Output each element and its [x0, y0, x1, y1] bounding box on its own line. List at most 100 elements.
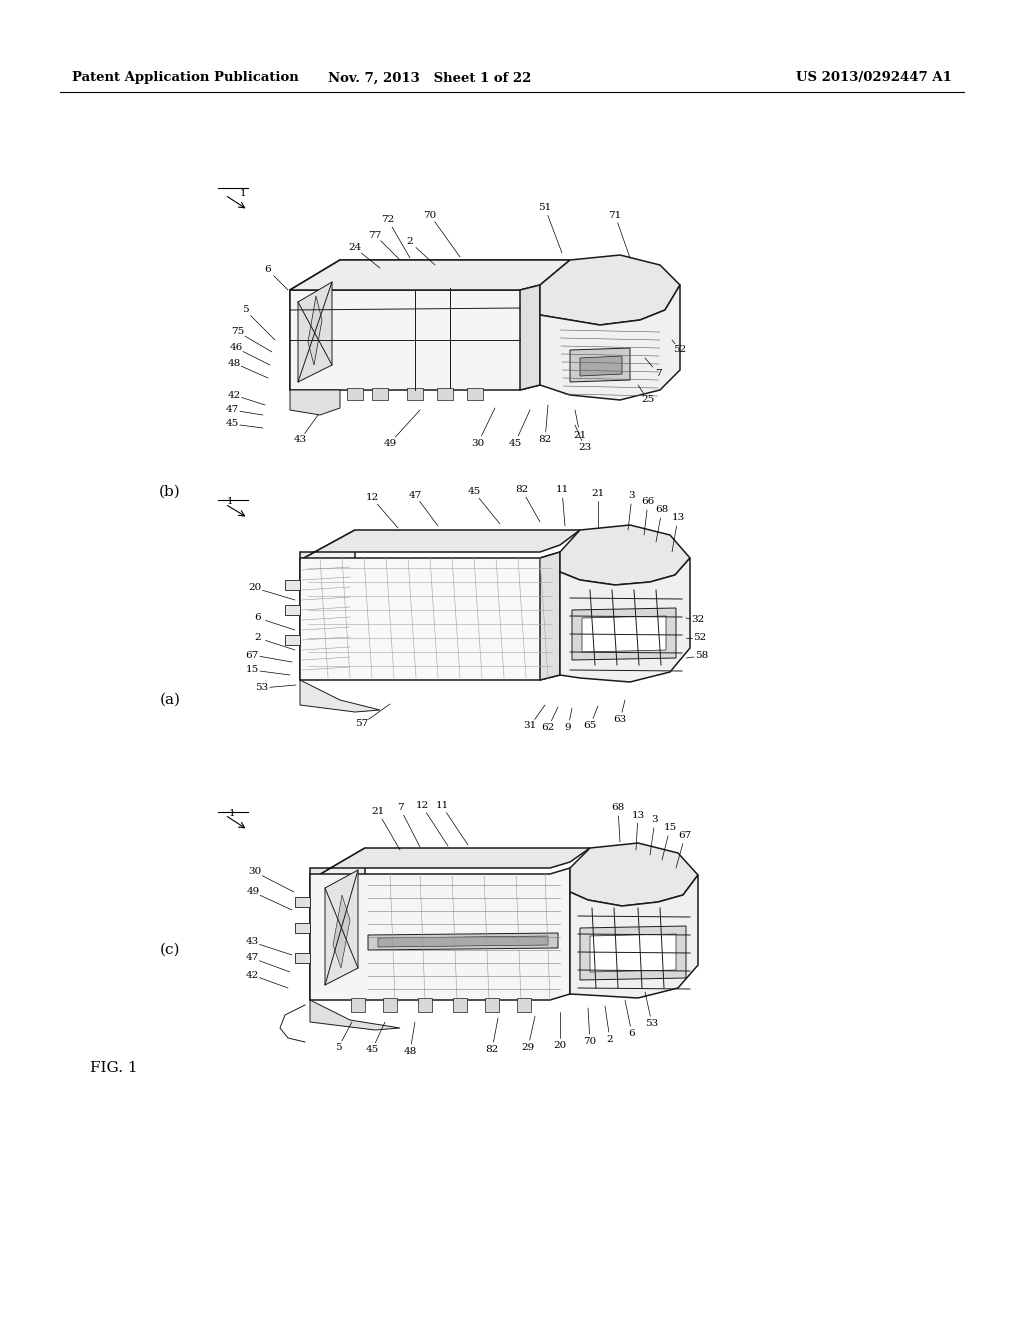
Polygon shape	[295, 953, 310, 964]
Polygon shape	[300, 531, 580, 560]
Polygon shape	[295, 923, 310, 933]
Text: 5: 5	[242, 305, 248, 314]
Text: 13: 13	[672, 513, 685, 523]
Text: 65: 65	[584, 722, 597, 730]
Text: 29: 29	[521, 1044, 535, 1052]
Polygon shape	[580, 927, 686, 979]
Polygon shape	[300, 552, 560, 680]
Text: 7: 7	[396, 804, 403, 813]
Text: 72: 72	[381, 215, 394, 224]
Polygon shape	[570, 875, 698, 998]
Polygon shape	[540, 285, 680, 400]
Text: FIG. 1: FIG. 1	[90, 1061, 137, 1074]
Polygon shape	[347, 388, 362, 400]
Polygon shape	[290, 260, 570, 290]
Polygon shape	[570, 348, 630, 381]
Polygon shape	[290, 285, 540, 389]
Polygon shape	[290, 260, 570, 290]
Text: 82: 82	[485, 1045, 499, 1055]
Text: 45: 45	[366, 1045, 379, 1055]
Polygon shape	[285, 579, 300, 590]
Text: (b): (b)	[159, 484, 181, 499]
Polygon shape	[285, 635, 300, 645]
Text: 71: 71	[608, 210, 622, 219]
Text: 42: 42	[246, 970, 259, 979]
Text: 12: 12	[366, 494, 379, 503]
Polygon shape	[407, 388, 423, 400]
Polygon shape	[590, 935, 676, 972]
Text: 30: 30	[249, 867, 261, 876]
Text: 1: 1	[226, 498, 233, 507]
Polygon shape	[285, 605, 300, 615]
Text: 11: 11	[435, 801, 449, 810]
Text: 2: 2	[606, 1035, 613, 1044]
Text: 75: 75	[231, 327, 245, 337]
Text: 68: 68	[655, 506, 669, 515]
Polygon shape	[517, 998, 531, 1012]
Text: 45: 45	[467, 487, 480, 496]
Polygon shape	[368, 933, 558, 950]
Text: 82: 82	[515, 486, 528, 495]
Text: 20: 20	[249, 583, 261, 593]
Text: 3: 3	[629, 491, 635, 500]
Polygon shape	[570, 843, 698, 906]
Polygon shape	[310, 847, 365, 1001]
Text: 6: 6	[629, 1030, 635, 1039]
Text: 9: 9	[564, 723, 571, 733]
Text: 5: 5	[335, 1044, 341, 1052]
Text: 45: 45	[225, 420, 239, 429]
Text: 53: 53	[645, 1019, 658, 1028]
Text: Nov. 7, 2013   Sheet 1 of 22: Nov. 7, 2013 Sheet 1 of 22	[329, 71, 531, 84]
Polygon shape	[437, 388, 453, 400]
Text: 7: 7	[654, 368, 662, 378]
Text: US 2013/0292447 A1: US 2013/0292447 A1	[796, 71, 952, 84]
Polygon shape	[333, 895, 350, 968]
Polygon shape	[453, 998, 467, 1012]
Text: 1: 1	[228, 809, 236, 818]
Text: 48: 48	[403, 1048, 417, 1056]
Polygon shape	[560, 558, 690, 682]
Text: (c): (c)	[160, 942, 180, 957]
Text: 68: 68	[611, 804, 625, 813]
Text: 21: 21	[573, 430, 587, 440]
Text: 1: 1	[240, 189, 247, 198]
Text: 42: 42	[227, 391, 241, 400]
Text: 49: 49	[247, 887, 260, 896]
Text: 46: 46	[229, 343, 243, 352]
Text: 24: 24	[348, 243, 361, 252]
Polygon shape	[300, 680, 380, 711]
Text: 48: 48	[227, 359, 241, 367]
Text: 32: 32	[691, 615, 705, 624]
Text: 2: 2	[407, 238, 414, 247]
Polygon shape	[351, 998, 365, 1012]
Text: 6: 6	[255, 614, 261, 623]
Polygon shape	[310, 847, 590, 880]
Text: 49: 49	[383, 438, 396, 447]
Text: 63: 63	[613, 715, 627, 725]
Text: 47: 47	[409, 491, 422, 499]
Polygon shape	[372, 388, 388, 400]
Polygon shape	[300, 531, 355, 680]
Text: 51: 51	[539, 203, 552, 213]
Polygon shape	[290, 389, 340, 414]
Polygon shape	[467, 388, 483, 400]
Polygon shape	[310, 1001, 400, 1030]
Polygon shape	[540, 552, 560, 680]
Text: 70: 70	[423, 210, 436, 219]
Text: 20: 20	[553, 1041, 566, 1051]
Polygon shape	[325, 870, 358, 985]
Polygon shape	[378, 936, 548, 946]
Polygon shape	[290, 260, 340, 389]
Polygon shape	[298, 282, 332, 381]
Text: 58: 58	[695, 652, 709, 660]
Text: 3: 3	[651, 816, 658, 825]
Text: 77: 77	[369, 231, 382, 239]
Polygon shape	[308, 296, 322, 366]
Text: 70: 70	[584, 1038, 597, 1047]
Text: 30: 30	[471, 438, 484, 447]
Polygon shape	[572, 609, 676, 660]
Text: 82: 82	[539, 436, 552, 445]
Polygon shape	[540, 255, 680, 325]
Text: 23: 23	[579, 444, 592, 453]
Polygon shape	[520, 285, 540, 389]
